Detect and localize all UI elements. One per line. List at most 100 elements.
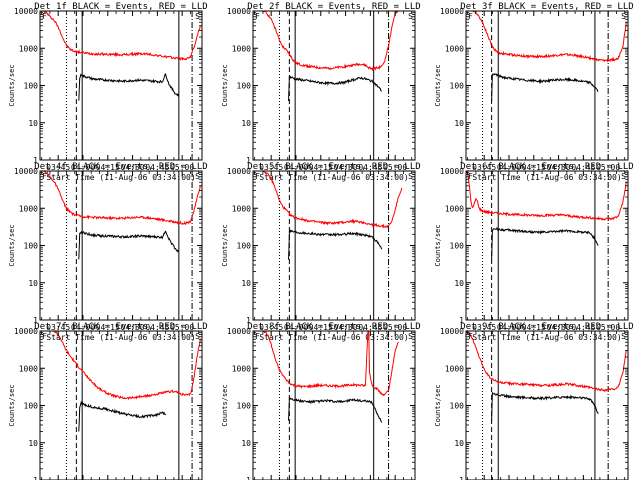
y-axis-label: Counts/sec [221, 64, 229, 106]
y-tick-label: 1 [246, 316, 251, 325]
plot-frame [465, 330, 629, 480]
corner-letter: F [255, 332, 260, 341]
x-tick-label: 05:00 [170, 323, 194, 332]
y-tick-label: 100 [24, 242, 39, 251]
y-tick-label: 1000 [232, 204, 251, 213]
y-tick-label: 100 [450, 82, 465, 91]
x-tick-label: 04:30 [121, 163, 145, 172]
y-tick-label: 100 [450, 242, 465, 251]
y-tick-label: 10 [241, 119, 251, 128]
corner-letter: S [195, 12, 200, 21]
x-axis-label: Start Time (11-Aug-06 03:34:00) [472, 173, 621, 182]
y-tick-label: 1000 [445, 44, 464, 53]
x-axis-label: Start Time (11-Aug-06 03:34:00) [259, 173, 408, 182]
y-tick-label: 100 [24, 402, 39, 411]
y-tick-label: 10 [28, 279, 38, 288]
x-tick-label: 04:30 [121, 323, 145, 332]
y-tick-label: 100 [237, 402, 252, 411]
x-tick-label: 05:00 [383, 323, 407, 332]
x-axis-label: Start Time (11-Aug-06 03:34:00) [472, 333, 621, 342]
x-tick-label: 04:45 [145, 323, 169, 332]
x-tick-label: 05:00 [383, 163, 407, 172]
lld-rate-line [40, 330, 201, 401]
x-tick-label: 04:15 [522, 163, 546, 172]
y-tick-label: 10 [28, 119, 38, 128]
y-tick-label: 10000 [227, 7, 251, 16]
x-axis-label: Start Time (11-Aug-06 03:34:00) [259, 333, 408, 342]
lld-rate-line [40, 10, 201, 61]
plot-frame [39, 330, 203, 480]
panel-title: Det 6f BLACK = Events, RED = LLD [460, 162, 633, 172]
x-tick-label: 05:00 [596, 163, 620, 172]
y-tick-label: 10 [28, 439, 38, 448]
panel-title: Det 9f BLACK = Events, RED = LLD [460, 322, 633, 332]
plot-frame [465, 10, 629, 161]
lld-rate-line [253, 170, 403, 229]
corner-letter: F [255, 172, 260, 181]
x-tick-label: 05:00 [596, 323, 620, 332]
corner-letter: F [42, 172, 47, 181]
y-tick-label: 1000 [19, 204, 38, 213]
y-tick-label: 1 [33, 476, 38, 480]
x-tick-label: 05:00 [170, 163, 194, 172]
y-tick-label: 1000 [19, 364, 38, 373]
plot-frame [465, 170, 629, 321]
y-tick-label: 100 [24, 82, 39, 91]
corner-letter: F [42, 332, 47, 341]
events-rate-line [491, 226, 599, 261]
x-tick-label: 04:00 [284, 323, 308, 332]
x-tick-label: 04:00 [284, 163, 308, 172]
y-tick-label: 10 [241, 439, 251, 448]
y-tick-label: 10000 [227, 327, 251, 336]
y-tick-label: 10 [454, 119, 464, 128]
corner-letter: F [42, 12, 47, 21]
y-tick-label: 10000 [227, 167, 251, 176]
x-tick-label: 03:45 [472, 163, 496, 172]
x-tick-label: 03:45 [259, 163, 283, 172]
corner-letter: F [255, 12, 260, 21]
y-tick-label: 10000 [440, 167, 464, 176]
y-tick-label: 1 [459, 476, 464, 480]
y-tick-label: 10 [454, 439, 464, 448]
lld-rate-line [40, 170, 201, 225]
y-tick-label: 10000 [14, 167, 38, 176]
y-tick-label: 100 [450, 402, 465, 411]
corner-letter: S [621, 12, 626, 21]
y-axis-label: Counts/sec [8, 384, 16, 426]
events-rate-line [78, 230, 180, 260]
panel-title: Det 4f BLACK = Events, RED = LLD [34, 162, 207, 172]
corner-letter: S [408, 12, 413, 21]
y-tick-label: 1 [33, 156, 38, 165]
y-axis-label: Counts/sec [434, 224, 442, 266]
lld-rate-line [465, 330, 627, 393]
panel-title: Det 7f BLACK = Events, RED = LLD [34, 322, 207, 332]
y-tick-label: 1 [246, 476, 251, 480]
events-rate-line [491, 73, 599, 102]
y-tick-label: 1 [459, 316, 464, 325]
x-axis-label: Start Time (11-Aug-06 03:34:00) [46, 333, 195, 342]
y-tick-label: 1000 [232, 364, 251, 373]
y-axis-label: Counts/sec [434, 64, 442, 106]
y-tick-label: 10000 [14, 7, 38, 16]
panel-title: Det 5f BLACK = Events, RED = LLD [247, 162, 420, 172]
x-tick-label: 03:45 [472, 323, 496, 332]
x-tick-label: 04:15 [522, 323, 546, 332]
corner-letter: F [468, 172, 473, 181]
panel-title: Det 1f BLACK = Events, RED = LLD [34, 2, 207, 12]
plot-frame [39, 170, 203, 321]
lld-rate-line [465, 170, 627, 221]
x-tick-label: 04:30 [547, 163, 571, 172]
events-rate-line [288, 396, 383, 423]
x-tick-label: 04:00 [497, 163, 521, 172]
y-tick-label: 1000 [445, 364, 464, 373]
events-rate-line [288, 229, 383, 260]
corner-letter: F [468, 332, 473, 341]
